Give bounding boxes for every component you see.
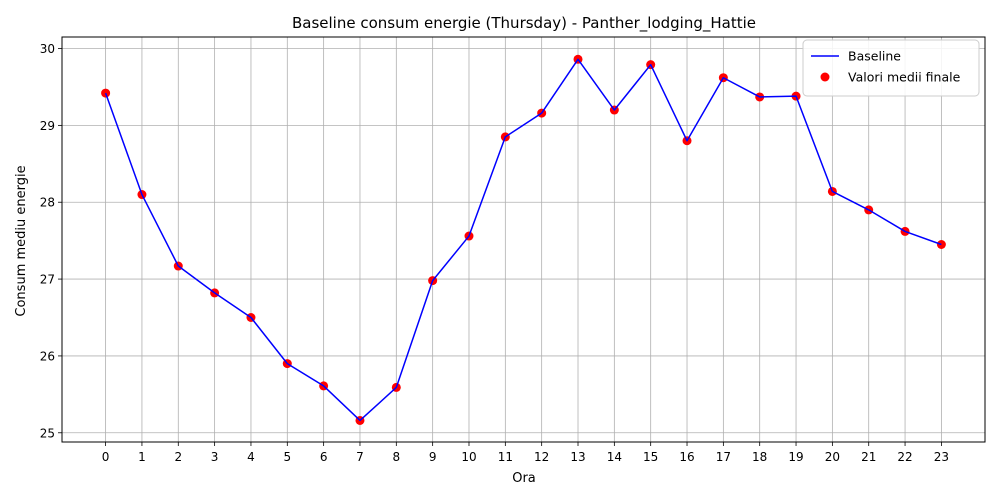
x-tick-label: 11 bbox=[498, 450, 513, 464]
y-tick-label: 29 bbox=[40, 119, 55, 133]
y-tick-label: 26 bbox=[40, 349, 55, 363]
x-tick-label: 16 bbox=[679, 450, 694, 464]
x-tick-label: 4 bbox=[247, 450, 255, 464]
x-tick-label: 9 bbox=[429, 450, 437, 464]
y-axis: 25 26 27 28 29 30 bbox=[40, 42, 62, 440]
plot-area bbox=[61, 36, 986, 443]
x-tick-label: 23 bbox=[934, 450, 949, 464]
x-tick-label: 8 bbox=[392, 450, 400, 464]
y-tick-label: 28 bbox=[40, 196, 55, 210]
legend-box bbox=[802, 39, 980, 97]
baseline-series-line bbox=[104, 58, 942, 422]
x-tick-label: 6 bbox=[320, 450, 328, 464]
y-axis-label: Consum mediu energie bbox=[14, 165, 29, 316]
data-point bbox=[101, 88, 111, 98]
x-tick-label: 12 bbox=[534, 450, 549, 464]
x-tick-label: 2 bbox=[174, 450, 182, 464]
x-tick-label: 19 bbox=[788, 450, 803, 464]
x-tick-label: 22 bbox=[897, 450, 912, 464]
x-tick-label: 7 bbox=[356, 450, 364, 464]
legend-label-baseline: Baseline bbox=[848, 49, 901, 64]
x-tick-label: 17 bbox=[716, 450, 731, 464]
x-tick-label: 18 bbox=[752, 450, 767, 464]
x-tick-label: 21 bbox=[861, 450, 876, 464]
x-tick-label: 10 bbox=[461, 450, 476, 464]
legend-label-values: Valori medii finale bbox=[848, 70, 961, 85]
x-tick-label: 5 bbox=[283, 450, 291, 464]
x-tick-label: 14 bbox=[607, 450, 622, 464]
data-point bbox=[936, 239, 946, 249]
x-tick-label: 1 bbox=[138, 450, 146, 464]
x-tick-label: 0 bbox=[102, 450, 110, 464]
legend: Baseline Valori medii finale bbox=[802, 39, 980, 97]
y-tick-label: 25 bbox=[40, 426, 55, 440]
chart-title: Baseline consum energie (Thursday) - Pan… bbox=[292, 14, 756, 33]
series-layer bbox=[101, 54, 946, 425]
x-axis: 0 1 2 3 4 5 6 7 8 9 10 11 12 13 14 15 16 17 18 19 20 21 22 23 bbox=[102, 442, 949, 464]
y-tick-label: 30 bbox=[40, 42, 55, 56]
x-tick-label: 20 bbox=[825, 450, 840, 464]
grid bbox=[62, 37, 985, 442]
x-tick-label: 3 bbox=[211, 450, 219, 464]
y-tick-label: 27 bbox=[40, 273, 55, 287]
x-axis-label: Ora bbox=[512, 471, 536, 486]
x-tick-label: 13 bbox=[570, 450, 585, 464]
x-tick-label: 15 bbox=[643, 450, 658, 464]
legend-marker-swatch bbox=[820, 72, 830, 82]
